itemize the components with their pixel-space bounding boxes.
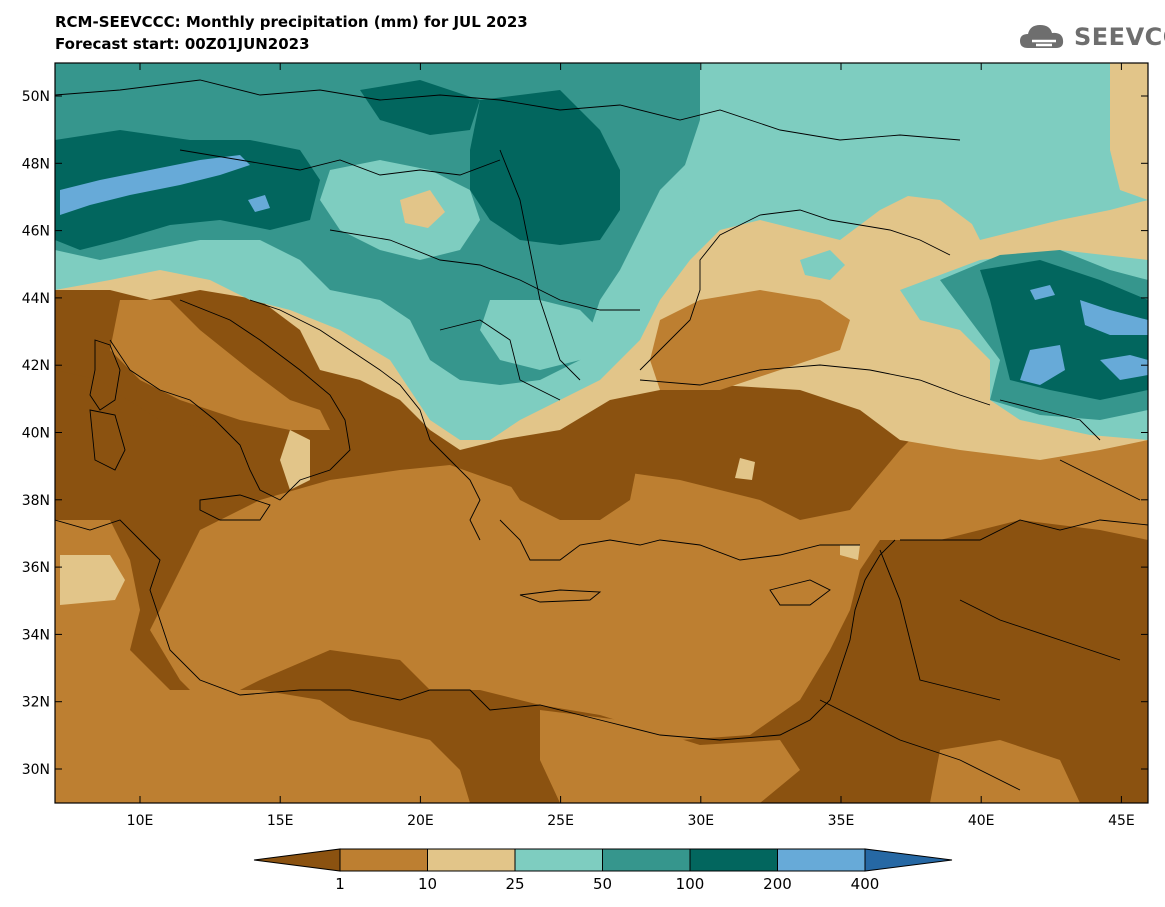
lat-label: 30N <box>22 762 50 778</box>
lon-label: 25E <box>547 813 574 829</box>
lat-label: 48N <box>22 156 50 172</box>
lat-label: 50N <box>22 89 50 105</box>
colorbar-segment <box>602 848 691 872</box>
colorbar-label: 10 <box>418 875 437 893</box>
logo-text: SEEVCCC <box>1074 23 1165 51</box>
colorbar-segment <box>427 848 516 872</box>
lon-label: 35E <box>828 813 855 829</box>
lat-label: 38N <box>22 493 50 509</box>
map-title: RCM-SEEVCCC: Monthly precipitation (mm) … <box>55 13 528 31</box>
colorbar-label: 200 <box>763 875 792 893</box>
lon-label: 15E <box>267 813 294 829</box>
colorbar-segment <box>777 848 866 872</box>
colorbar-label: 100 <box>676 875 705 893</box>
forecast-start-label: Forecast start: 00Z01JUN2023 <box>55 35 310 53</box>
lon-label: 45E <box>1108 813 1135 829</box>
colorbar: 1 10 25 50 100 200 400 <box>253 848 953 893</box>
precip-field <box>55 63 1148 803</box>
lat-label: 40N <box>22 426 50 442</box>
latitude-axis: 50N 48N 46N 44N 42N 40N 38N 36N 34N 32N 30N <box>22 89 1148 778</box>
colorbar-label: 400 <box>851 875 880 893</box>
colorbar-segment <box>689 848 778 872</box>
lat-label: 32N <box>22 695 50 711</box>
colorbar-label: 50 <box>593 875 612 893</box>
lat-label: 36N <box>22 560 50 576</box>
colorbar-label: 1 <box>335 875 345 893</box>
lon-label: 20E <box>407 813 434 829</box>
longitude-axis: 10E 15E 20E 25E 30E 35E 40E 45E <box>127 63 1135 829</box>
coastlines <box>55 79 1148 791</box>
seevccc-logo: SEEVCCC <box>1018 22 1165 52</box>
colorbar-label: 25 <box>505 875 524 893</box>
colorbar-arrow-high <box>864 848 953 872</box>
lon-label: 40E <box>968 813 995 829</box>
lat-label: 42N <box>22 358 50 374</box>
lat-label: 46N <box>22 224 50 240</box>
colorbar-segment <box>339 848 428 872</box>
lon-label: 10E <box>127 813 154 829</box>
colorbar-arrow-low <box>253 848 341 872</box>
colorbar-segment <box>514 848 603 872</box>
lon-label: 30E <box>687 813 714 829</box>
lat-label: 44N <box>22 291 50 307</box>
cloud-icon <box>1020 25 1064 48</box>
lat-label: 34N <box>22 627 50 643</box>
